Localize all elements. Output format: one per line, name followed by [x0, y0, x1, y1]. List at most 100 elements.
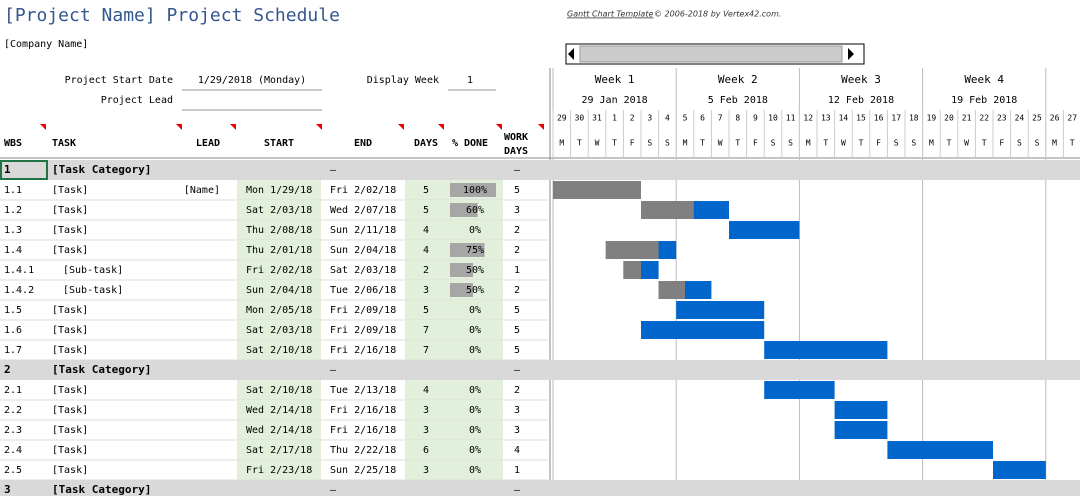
- input-cell: [237, 340, 321, 360]
- start: Sat 2/03/18: [246, 325, 312, 336]
- input-cell: [405, 380, 447, 400]
- gantt-bar: [764, 381, 835, 399]
- end: –: [330, 485, 337, 496]
- category-band: [0, 160, 1080, 180]
- weekday: T: [577, 139, 582, 148]
- start: Wed 2/14/18: [246, 405, 312, 416]
- day-number: 24: [1015, 114, 1025, 123]
- weekday: S: [771, 139, 776, 148]
- input-cell: [405, 220, 447, 240]
- lead: [Name]: [184, 185, 220, 196]
- input-cell: [447, 300, 503, 320]
- work-days: 5: [514, 325, 520, 336]
- day-number: 26: [1050, 114, 1060, 123]
- scroll-thumb[interactable]: [579, 45, 843, 63]
- input-cell: [405, 440, 447, 460]
- column-header: DAYS: [414, 138, 438, 149]
- wbs: 1: [4, 163, 11, 176]
- days: 3: [423, 425, 429, 436]
- input-cell: [447, 220, 503, 240]
- progress-cell: [450, 183, 496, 197]
- day-number: 7: [718, 114, 723, 123]
- done: 50%: [466, 285, 484, 296]
- column-header: END: [354, 138, 372, 149]
- done: 75%: [466, 245, 484, 256]
- wbs: 2.5: [4, 465, 22, 476]
- days: 4: [423, 225, 429, 236]
- days: 3: [423, 285, 429, 296]
- scroll-left[interactable]: [568, 48, 574, 60]
- wbs: 1.6: [4, 325, 22, 336]
- done: 0%: [469, 425, 481, 436]
- weekday: F: [753, 139, 758, 148]
- input-cell: [405, 180, 447, 200]
- comment-marker: [230, 124, 236, 130]
- end: Sun 2/04/18: [330, 245, 396, 256]
- day-number: 15: [856, 114, 866, 123]
- weekday: S: [894, 139, 899, 148]
- wbs: 3: [4, 483, 11, 496]
- task: [Task]: [52, 185, 88, 196]
- progress-cell: [450, 243, 485, 257]
- end: –: [330, 165, 337, 176]
- work-days: 2: [514, 225, 520, 236]
- column-header: TASK: [52, 138, 76, 149]
- start: Fri 2/23/18: [246, 465, 312, 476]
- wbs: 1.4: [4, 245, 22, 256]
- task: [Task Category]: [52, 483, 151, 496]
- day-number: 20: [944, 114, 954, 123]
- credit-link[interactable]: Gantt Chart Template: [567, 10, 653, 19]
- done: 0%: [469, 445, 481, 456]
- input-cell: [237, 380, 321, 400]
- day-number: 6: [700, 114, 705, 123]
- end: Tue 2/06/18: [330, 285, 396, 296]
- gantt-progress: [553, 181, 641, 199]
- day-number: 25: [1032, 114, 1042, 123]
- end: Fri 2/09/18: [330, 305, 396, 316]
- task: [Task]: [52, 465, 88, 476]
- work-days: 3: [514, 405, 520, 416]
- day-number: 3: [647, 114, 652, 123]
- input-cell: [405, 200, 447, 220]
- weekday: T: [947, 139, 952, 148]
- weekday: T: [1070, 139, 1075, 148]
- start-date: 1/29/2018 (Monday): [198, 75, 306, 86]
- end: Fri 2/16/18: [330, 345, 396, 356]
- days: 7: [423, 345, 429, 356]
- weekday: M: [929, 139, 934, 148]
- gantt-bar: [887, 441, 993, 459]
- scrollbar[interactable]: [565, 43, 865, 65]
- week-date: 12 Feb 2018: [828, 95, 894, 106]
- days: 5: [423, 185, 429, 196]
- weekday: S: [647, 139, 652, 148]
- input-cell: [447, 440, 503, 460]
- day-number: 17: [891, 114, 901, 123]
- comment-marker: [538, 124, 544, 130]
- start: Wed 2/14/18: [246, 425, 312, 436]
- input-cell: [237, 300, 321, 320]
- done: 0%: [469, 405, 481, 416]
- end: Wed 2/07/18: [330, 205, 396, 216]
- task: [Task Category]: [52, 163, 151, 176]
- input-cell: [405, 340, 447, 360]
- days: 3: [423, 405, 429, 416]
- work-days: 4: [514, 445, 520, 456]
- day-number: 27: [1067, 114, 1077, 123]
- weekday: M: [806, 139, 811, 148]
- start: Sat 2/03/18: [246, 205, 312, 216]
- company: [Company Name]: [4, 39, 88, 50]
- weekday: W: [718, 139, 723, 148]
- input-cell: [405, 460, 447, 480]
- scroll-right[interactable]: [848, 48, 854, 60]
- work-days: 2: [514, 245, 520, 256]
- display-week[interactable]: 1: [467, 75, 473, 86]
- days: 5: [423, 305, 429, 316]
- gantt-progress: [641, 201, 694, 219]
- title: [Project Name] Project Schedule: [4, 5, 340, 26]
- wbs: 1.5: [4, 305, 22, 316]
- input-cell: [405, 280, 447, 300]
- done: 100%: [463, 185, 487, 196]
- done: 0%: [469, 465, 481, 476]
- weekday: M: [683, 139, 688, 148]
